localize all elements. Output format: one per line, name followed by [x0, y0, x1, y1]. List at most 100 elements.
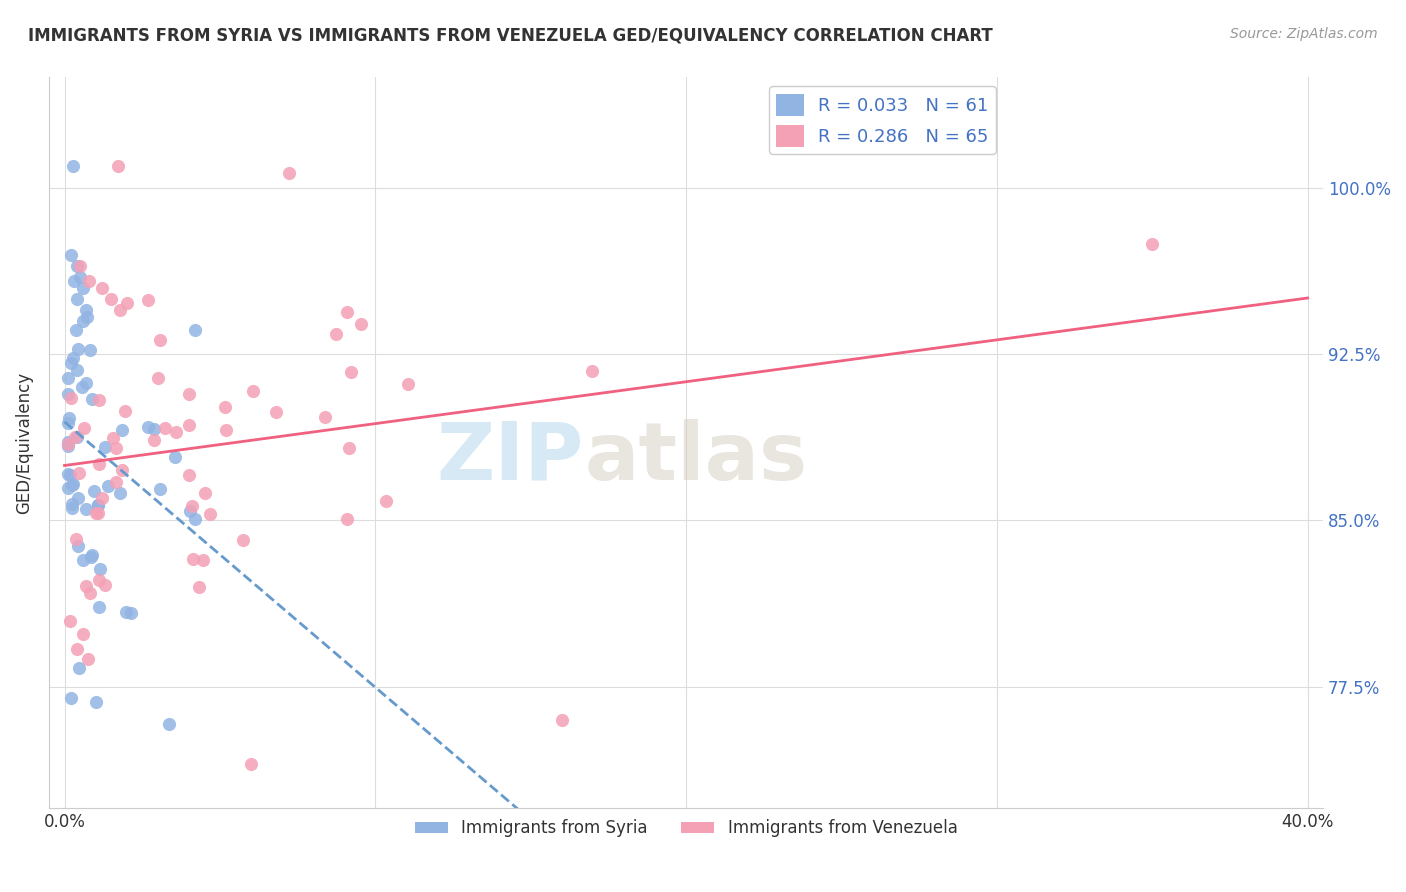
Point: [62, 159, 84, 173]
Y-axis label: GED/Equivalency: GED/Equivalency: [15, 372, 32, 514]
Point: [73, 421, 96, 435]
Point: [87, 498, 110, 512]
Point: [56, 439, 79, 453]
Point: [69, 269, 91, 284]
Point: [242, 384, 264, 398]
Point: [67, 491, 90, 505]
Point: [155, 421, 177, 435]
Point: [120, 606, 142, 620]
Point: [59, 690, 82, 705]
Point: [59, 247, 82, 261]
Point: [194, 486, 217, 500]
Point: [96, 478, 118, 492]
Point: [336, 511, 359, 525]
Point: [66, 363, 89, 377]
Point: [60, 392, 83, 406]
Point: [72, 553, 94, 567]
Point: [177, 386, 200, 401]
Point: [110, 303, 132, 318]
Legend: Immigrants from Syria, Immigrants from Venezuela: Immigrants from Syria, Immigrants from V…: [408, 813, 965, 844]
Point: [63, 274, 86, 288]
Point: [66, 430, 89, 444]
Point: [84, 695, 107, 709]
Point: [232, 533, 254, 547]
Point: [66, 642, 89, 657]
Point: [157, 717, 180, 731]
Point: [200, 507, 222, 521]
Point: [179, 467, 201, 482]
Point: [72, 627, 94, 641]
Point: [76, 310, 98, 324]
Point: [75, 501, 97, 516]
Point: [56, 481, 79, 495]
Point: [336, 305, 359, 319]
Point: [264, 405, 287, 419]
Point: [65, 430, 87, 444]
Point: [67, 661, 90, 675]
Point: [67, 343, 90, 357]
Point: [67, 539, 90, 553]
Point: [56, 416, 79, 430]
Point: [79, 586, 101, 600]
Text: IMMIGRANTS FROM SYRIA VS IMMIGRANTS FROM VENEZUELA GED/EQUIVALENCY CORRELATION C: IMMIGRANTS FROM SYRIA VS IMMIGRANTS FROM…: [28, 27, 993, 45]
Point: [75, 376, 97, 390]
Point: [94, 440, 117, 454]
Point: [87, 392, 110, 407]
Point: [77, 652, 100, 666]
Point: [89, 599, 111, 614]
Point: [142, 433, 165, 447]
Point: [66, 259, 89, 273]
Point: [214, 401, 236, 415]
Point: [191, 553, 214, 567]
Point: [65, 323, 87, 337]
Point: [65, 532, 87, 546]
Point: [107, 159, 129, 173]
Point: [60, 356, 83, 370]
Point: [69, 466, 91, 480]
Point: [59, 468, 82, 483]
Point: [111, 423, 134, 437]
Point: [66, 292, 89, 306]
Point: [277, 166, 299, 180]
Point: [136, 293, 159, 307]
Point: [337, 441, 360, 455]
Point: [184, 512, 207, 526]
Point: [181, 500, 204, 514]
Point: [115, 605, 138, 619]
Point: [108, 485, 131, 500]
Point: [72, 281, 94, 295]
Point: [56, 437, 79, 451]
Point: [79, 274, 101, 288]
Point: [165, 425, 187, 440]
Point: [89, 561, 111, 575]
Point: [551, 713, 574, 727]
Point: [1140, 236, 1163, 251]
Point: [90, 491, 112, 506]
Point: [90, 281, 112, 295]
Point: [75, 579, 97, 593]
Point: [87, 573, 110, 587]
Point: [165, 450, 187, 464]
Point: [114, 404, 136, 418]
Point: [149, 334, 172, 348]
Point: [69, 259, 91, 273]
Point: [56, 435, 79, 450]
Point: [143, 422, 166, 436]
Point: [240, 757, 263, 772]
Point: [80, 392, 103, 406]
Point: [100, 292, 122, 306]
Point: [396, 377, 419, 392]
Point: [105, 475, 128, 489]
Point: [59, 614, 82, 628]
Text: ZIP: ZIP: [437, 418, 583, 497]
Point: [350, 318, 373, 332]
Point: [72, 314, 94, 328]
Point: [87, 498, 110, 512]
Point: [149, 482, 172, 496]
Point: [79, 343, 101, 358]
Point: [115, 296, 138, 310]
Point: [60, 497, 83, 511]
Point: [58, 386, 80, 401]
Point: [70, 380, 93, 394]
Point: [104, 441, 127, 455]
